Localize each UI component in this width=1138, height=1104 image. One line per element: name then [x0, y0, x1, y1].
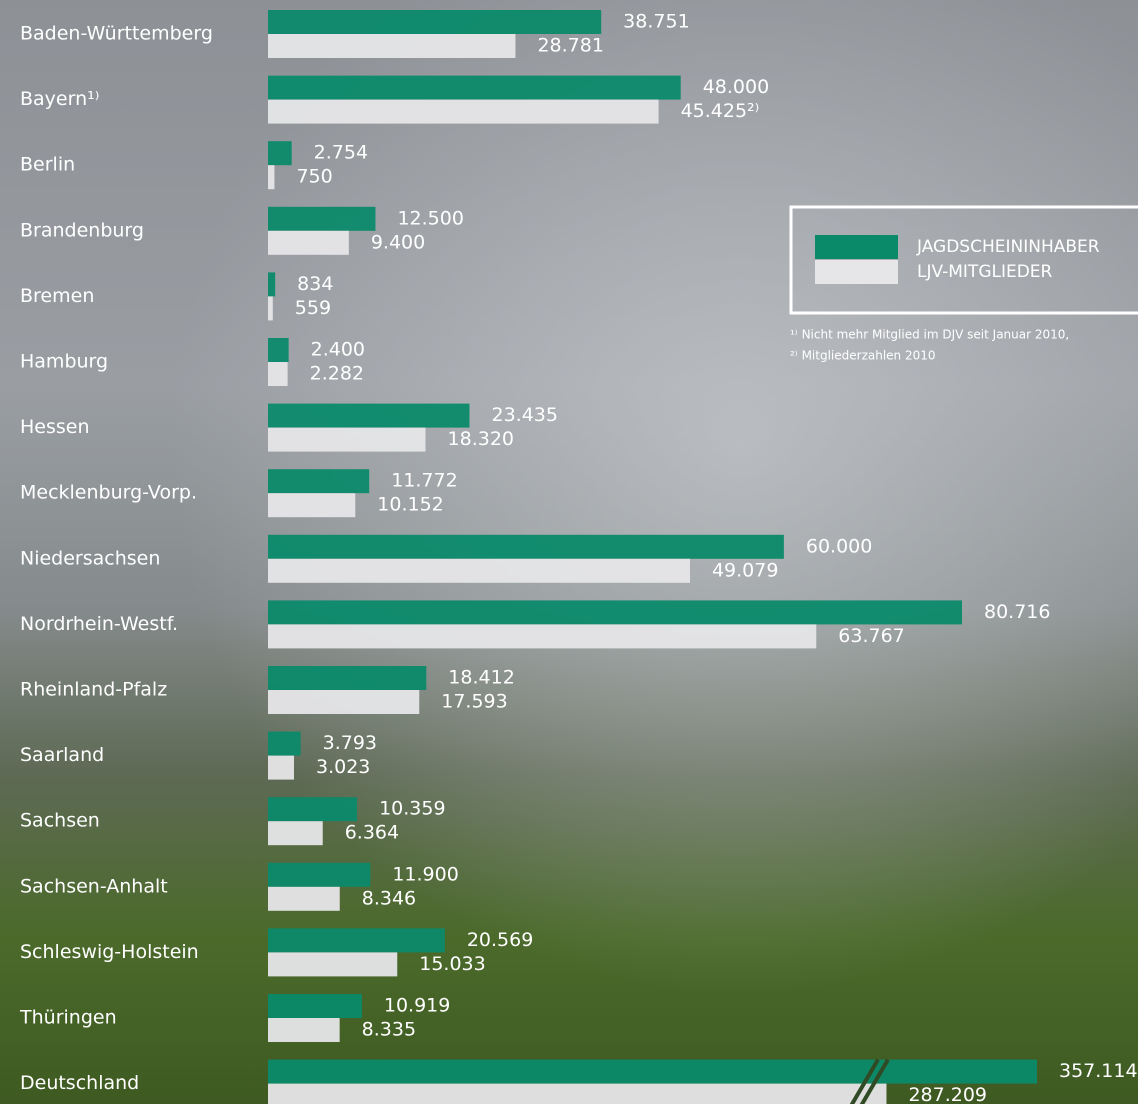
bar	[268, 230, 349, 255]
category-label: Rheinland-Pfalz	[20, 679, 167, 701]
bar	[268, 558, 690, 583]
category-label: Sachsen	[20, 810, 100, 832]
bar	[268, 206, 376, 231]
value-label: 23.435	[491, 404, 557, 426]
category-label: Bremen	[20, 285, 94, 307]
bar	[268, 1059, 1037, 1084]
value-label: 15.033	[419, 953, 485, 975]
value-label: 8.346	[362, 887, 416, 909]
category-label: Hamburg	[20, 351, 108, 373]
value-label: 10.359	[379, 798, 445, 820]
category-label: Nordrhein-Westf.	[20, 613, 178, 635]
bar	[268, 165, 275, 190]
value-label: 6.364	[345, 822, 399, 844]
value-label: 12.500	[397, 207, 463, 229]
value-label: 17.593	[441, 691, 507, 713]
value-label: 8.335	[362, 1019, 416, 1041]
bar	[268, 994, 362, 1018]
bar	[268, 1083, 887, 1104]
category-label: Berlin	[20, 154, 75, 176]
value-label: 60.000	[806, 535, 872, 557]
bar	[268, 600, 962, 625]
value-label: 49.079	[712, 559, 778, 581]
value-label: 63.767	[838, 625, 904, 647]
bar	[268, 862, 371, 887]
bar	[268, 1018, 340, 1042]
footnote: ¹⁾ Nicht mehr Mitglied im DJV seit Janua…	[790, 328, 1069, 342]
value-label: 3.023	[316, 756, 370, 778]
bar	[268, 362, 288, 386]
value-label: 38.751	[623, 11, 689, 33]
bar	[268, 403, 470, 428]
legend-label: JAGDSCHEININHABER	[916, 237, 1100, 257]
category-label: Mecklenburg-Vorp.	[20, 482, 197, 504]
category-label: Hessen	[20, 416, 90, 438]
value-label: 20.569	[467, 929, 533, 951]
value-label: 750	[296, 166, 332, 188]
bar	[268, 34, 516, 58]
bar	[268, 99, 659, 124]
value-label: 357.114	[1059, 1060, 1138, 1082]
legend-label: LJV-MITGLIEDER	[917, 262, 1053, 282]
bar	[268, 821, 323, 846]
category-label: Brandenburg	[20, 219, 144, 241]
bar	[268, 624, 817, 649]
category-label: Bayern¹⁾	[20, 88, 99, 110]
value-label: 18.320	[448, 428, 514, 450]
bar	[268, 666, 427, 690]
bar	[268, 928, 445, 953]
value-label: 559	[295, 297, 331, 319]
value-label: 9.400	[371, 231, 425, 253]
bar	[268, 75, 681, 100]
value-label: 3.793	[323, 732, 377, 754]
category-label: Saarland	[20, 744, 104, 766]
footnote: ²⁾ Mitgliederzahlen 2010	[790, 349, 936, 363]
value-label: 2.754	[314, 142, 368, 164]
bar	[268, 10, 602, 34]
value-label: 834	[297, 273, 333, 295]
bar	[268, 886, 340, 911]
bar	[268, 469, 370, 494]
category-label: Baden-Württemberg	[20, 23, 213, 45]
category-label: Thüringen	[19, 1007, 117, 1029]
bar	[268, 427, 426, 452]
value-label: 48.000	[703, 76, 769, 98]
bar	[268, 296, 273, 321]
legend-swatch	[815, 235, 898, 259]
bar	[268, 493, 356, 518]
legend: JAGDSCHEININHABER LJV-MITGLIEDER	[789, 205, 1138, 315]
category-label: Schleswig-Holstein	[20, 941, 199, 963]
value-label: 2.400	[311, 339, 365, 361]
bar	[268, 755, 294, 780]
category-label: Sachsen-Anhalt	[20, 875, 168, 897]
axis-break	[859, 1058, 890, 1104]
bar	[268, 797, 358, 822]
bar	[268, 534, 784, 559]
value-label: 10.919	[384, 995, 450, 1017]
bar	[268, 272, 276, 297]
bar	[268, 731, 301, 756]
value-label: 2.282	[310, 363, 364, 385]
bar	[268, 141, 292, 166]
axis-break	[849, 1058, 880, 1104]
bar	[268, 338, 289, 362]
value-label: 18.412	[448, 667, 514, 689]
value-label: 80.716	[984, 601, 1050, 623]
value-label: 11.900	[392, 863, 458, 885]
value-label: 10.152	[377, 494, 443, 516]
value-label: 45.425²⁾	[681, 100, 760, 122]
category-label: Niedersachsen	[20, 547, 160, 569]
bar	[268, 952, 398, 977]
legend-swatch	[815, 260, 898, 284]
value-label: 28.781	[537, 35, 603, 57]
value-label: 287.209	[908, 1084, 987, 1104]
bar	[268, 690, 420, 714]
value-label: 11.772	[391, 470, 457, 492]
legend-box	[789, 205, 1138, 315]
category-label: Deutschland	[20, 1072, 139, 1094]
